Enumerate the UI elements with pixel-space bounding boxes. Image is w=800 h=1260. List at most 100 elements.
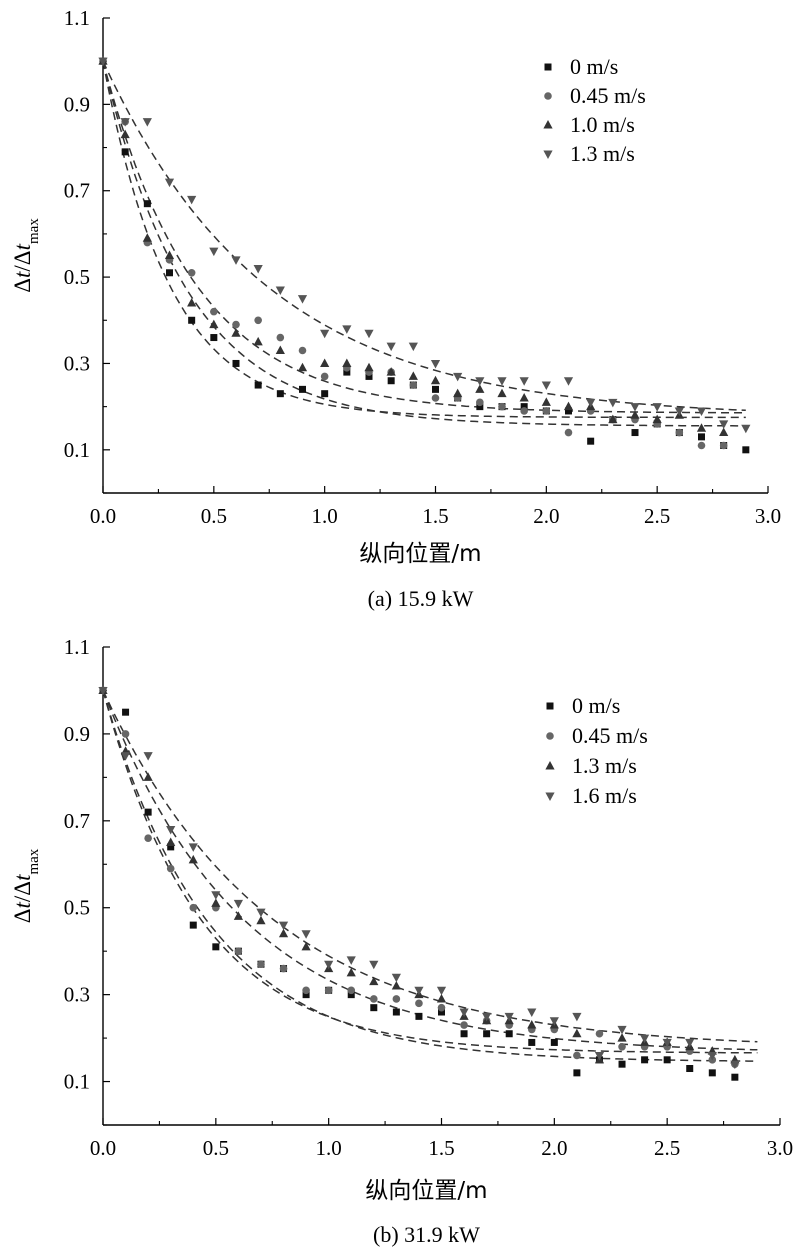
y-axis-title-a: Δ <box>10 278 35 293</box>
data-point <box>436 993 447 1003</box>
data-point <box>342 325 352 334</box>
data-point <box>189 921 197 929</box>
data-point <box>210 307 218 316</box>
data-point <box>618 1060 626 1068</box>
data-point <box>347 991 355 999</box>
data-point <box>232 359 240 367</box>
data-point <box>483 1030 491 1038</box>
data-point <box>370 995 378 1003</box>
data-point <box>504 1012 514 1022</box>
data-point <box>98 57 108 67</box>
fit-curve-0 <box>102 61 746 419</box>
legend-marker <box>546 732 554 740</box>
data-point <box>409 381 418 389</box>
data-point <box>430 375 441 385</box>
data-point <box>594 1051 605 1061</box>
data-point <box>392 995 401 1003</box>
panel-caption: (a) 15.9 kW <box>368 586 474 611</box>
x-tick-label: 0.5 <box>201 504 227 528</box>
data-point <box>662 1038 672 1048</box>
data-point <box>550 1038 558 1046</box>
data-point <box>476 398 484 407</box>
data-point <box>438 1008 445 1016</box>
data-point <box>453 388 463 398</box>
data-point <box>572 1028 582 1038</box>
data-point <box>652 403 662 412</box>
series-2-points <box>98 685 740 1064</box>
data-point <box>415 1012 423 1020</box>
data-point <box>254 381 262 389</box>
data-point <box>164 178 175 188</box>
series-3-points <box>98 57 751 434</box>
series-0-points <box>99 57 750 454</box>
legend-label: 1.3 m/s <box>572 753 637 778</box>
data-point <box>298 346 307 355</box>
panel-caption: (b) 31.9 kW <box>373 1222 480 1247</box>
data-point <box>415 999 423 1008</box>
data-point <box>519 393 529 402</box>
data-point <box>685 1038 695 1048</box>
data-point <box>364 329 374 339</box>
x-tick-label: 2.5 <box>654 1136 680 1160</box>
data-point <box>166 864 175 873</box>
data-point <box>120 118 130 127</box>
y-axis-title-c: /Δ <box>10 250 35 271</box>
data-point <box>408 342 418 352</box>
y-axis-title-c: /Δ <box>10 881 35 902</box>
y-axis-title-d: t <box>10 874 35 881</box>
data-point <box>437 1003 446 1012</box>
data-point <box>278 928 289 938</box>
data-point <box>586 398 596 408</box>
data-point <box>436 986 447 996</box>
data-point <box>608 398 618 408</box>
data-point <box>698 433 705 441</box>
data-point <box>640 1034 650 1044</box>
y-tick-label: 0.3 <box>64 983 90 1007</box>
data-point <box>209 247 219 257</box>
y-axis-title-sub: max <box>26 848 42 874</box>
data-point <box>299 385 306 393</box>
data-point <box>482 1012 492 1022</box>
data-point <box>253 264 263 274</box>
data-point <box>187 195 197 205</box>
data-point <box>346 956 356 965</box>
data-point <box>98 686 108 696</box>
data-point <box>164 250 175 259</box>
data-point <box>392 1008 400 1016</box>
data-point <box>453 372 463 382</box>
legend-label: 1.3 m/s <box>570 141 635 166</box>
y-tick-label: 0.1 <box>64 438 90 462</box>
data-point <box>144 808 152 816</box>
data-point <box>301 930 311 939</box>
fit-curve-0 <box>102 690 758 1062</box>
y-axis-title-a: Δ <box>10 909 35 924</box>
data-point <box>143 772 153 781</box>
data-point <box>370 1004 378 1012</box>
data-point <box>719 441 728 450</box>
data-point <box>276 333 285 342</box>
data-point <box>231 328 241 337</box>
x-tick-label: 3.0 <box>755 504 781 528</box>
data-point <box>122 708 130 716</box>
data-point <box>696 407 707 416</box>
legend-marker <box>546 702 554 710</box>
data-point <box>641 1056 649 1064</box>
data-point <box>144 834 152 842</box>
data-point <box>256 915 266 925</box>
data-point <box>369 960 379 970</box>
y-axis-title-b: t <box>10 902 35 909</box>
data-point <box>414 986 424 996</box>
data-point <box>730 1060 740 1070</box>
legend-marker <box>544 63 552 71</box>
data-point <box>527 1020 537 1029</box>
data-point <box>652 414 662 424</box>
data-point <box>346 967 356 977</box>
data-point <box>166 269 173 277</box>
data-point <box>343 368 351 376</box>
data-point <box>697 441 706 450</box>
data-point <box>209 319 219 329</box>
data-point <box>166 826 176 835</box>
x-tick-label: 2.0 <box>533 504 559 528</box>
data-point <box>587 437 595 445</box>
data-point <box>475 384 485 393</box>
